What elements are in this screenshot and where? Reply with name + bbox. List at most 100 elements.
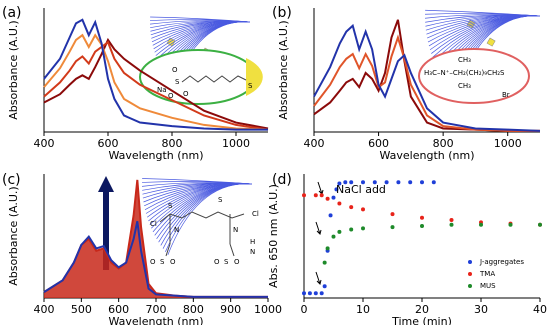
- point: [319, 193, 324, 198]
- x-tick-label: 800: [433, 137, 454, 150]
- x-tick-label: 800: [183, 303, 204, 316]
- molecule: [159, 211, 245, 257]
- spectrum: [313, 19, 540, 132]
- point: [372, 180, 377, 185]
- spectrum: [43, 18, 268, 131]
- x-tick-label: 600: [108, 303, 129, 316]
- point: [479, 222, 483, 227]
- point: [449, 218, 454, 223]
- point: [331, 234, 336, 239]
- point: [508, 222, 513, 227]
- point: [302, 291, 306, 296]
- atom: CH₃: [458, 56, 471, 64]
- atom: S: [218, 196, 223, 204]
- y-axis-label: Abs. 650 nm (A.U.): [267, 184, 280, 288]
- atom: Na: [157, 86, 167, 94]
- point: [307, 291, 312, 296]
- point: [343, 180, 348, 185]
- annotation: NaCl add: [336, 183, 386, 196]
- x-axis-label: Time (min): [391, 315, 452, 325]
- x-tick-label: 900: [220, 303, 241, 316]
- x-tick-label: 500: [71, 303, 92, 316]
- legend-label: TMA: [479, 270, 495, 278]
- point: [331, 195, 336, 200]
- panel-label: (b): [272, 5, 292, 21]
- fiber: [167, 183, 253, 255]
- x-tick-label: 1000: [254, 303, 282, 316]
- point: [302, 193, 306, 198]
- spectrum: [43, 40, 269, 131]
- x-tick-label: 600: [98, 137, 119, 150]
- atom: H₃C–N⁺–CH₂(CH₂)₉CH₂S: [424, 69, 505, 77]
- point: [390, 225, 395, 230]
- legend-marker: [468, 284, 472, 288]
- x-tick-label: 20: [415, 303, 429, 316]
- panel-label: (d): [272, 172, 292, 188]
- x-tick-label: 400: [304, 137, 325, 150]
- x-axis-label: Wavelength (nm): [108, 315, 203, 325]
- point: [313, 291, 318, 296]
- y-axis-label: Absorbance (A.U.): [277, 20, 290, 119]
- point: [449, 222, 454, 227]
- atom: S: [160, 258, 165, 266]
- x-tick-label: 600: [368, 137, 389, 150]
- atom: H: [250, 238, 255, 246]
- spectrum: [43, 37, 269, 130]
- atom: O: [214, 258, 220, 266]
- point: [349, 227, 354, 232]
- x-tick-label: 30: [474, 303, 488, 316]
- spectrum: [313, 34, 540, 132]
- legend-label: MUS: [480, 282, 496, 290]
- patch: [486, 37, 496, 47]
- spectrum: [313, 23, 541, 132]
- chain: [181, 75, 247, 83]
- point: [361, 207, 365, 212]
- inset-ellipse: [139, 49, 257, 105]
- point: [431, 180, 436, 185]
- point: [322, 284, 327, 289]
- x-tick-label: 400: [34, 303, 55, 316]
- point: [337, 229, 342, 234]
- point: [325, 196, 330, 201]
- atom: CH₃: [458, 82, 471, 90]
- x-tick-label: 1000: [222, 137, 250, 150]
- x-tick-label: 40: [533, 303, 547, 316]
- point: [319, 291, 324, 296]
- fiber: [142, 178, 253, 185]
- point: [349, 205, 354, 210]
- legend-marker: [468, 260, 472, 264]
- x-tick-label: 800: [162, 137, 183, 150]
- point: [390, 212, 395, 217]
- panel-label: (c): [2, 172, 21, 188]
- point: [334, 187, 339, 192]
- atom: Cl: [252, 210, 259, 218]
- x-tick-label: 0: [301, 303, 308, 316]
- spectrum: [43, 33, 269, 131]
- atom: O: [172, 66, 178, 74]
- inset-cap: [246, 58, 263, 96]
- point: [337, 201, 342, 206]
- point: [384, 180, 389, 185]
- atom: O: [183, 90, 189, 98]
- atom: O: [234, 258, 240, 266]
- inset-ellipse: [418, 48, 530, 104]
- atom: Cl: [150, 220, 157, 228]
- atom: O: [150, 258, 156, 266]
- area: [44, 179, 268, 298]
- fiber: [425, 9, 541, 17]
- atom: N: [233, 226, 238, 234]
- point: [349, 180, 354, 185]
- atom: S: [175, 78, 180, 86]
- spectrum: [43, 221, 268, 298]
- point: [325, 246, 330, 251]
- point: [396, 180, 401, 185]
- x-tick-label: 10: [356, 303, 370, 316]
- atom: Br: [502, 91, 510, 99]
- legend-marker: [468, 272, 472, 276]
- x-axis-label: Wavelength (nm): [108, 149, 203, 162]
- y-axis-label: Absorbance (A.U.): [7, 20, 20, 119]
- atom: N: [250, 248, 255, 256]
- panel-label: (a): [2, 5, 22, 21]
